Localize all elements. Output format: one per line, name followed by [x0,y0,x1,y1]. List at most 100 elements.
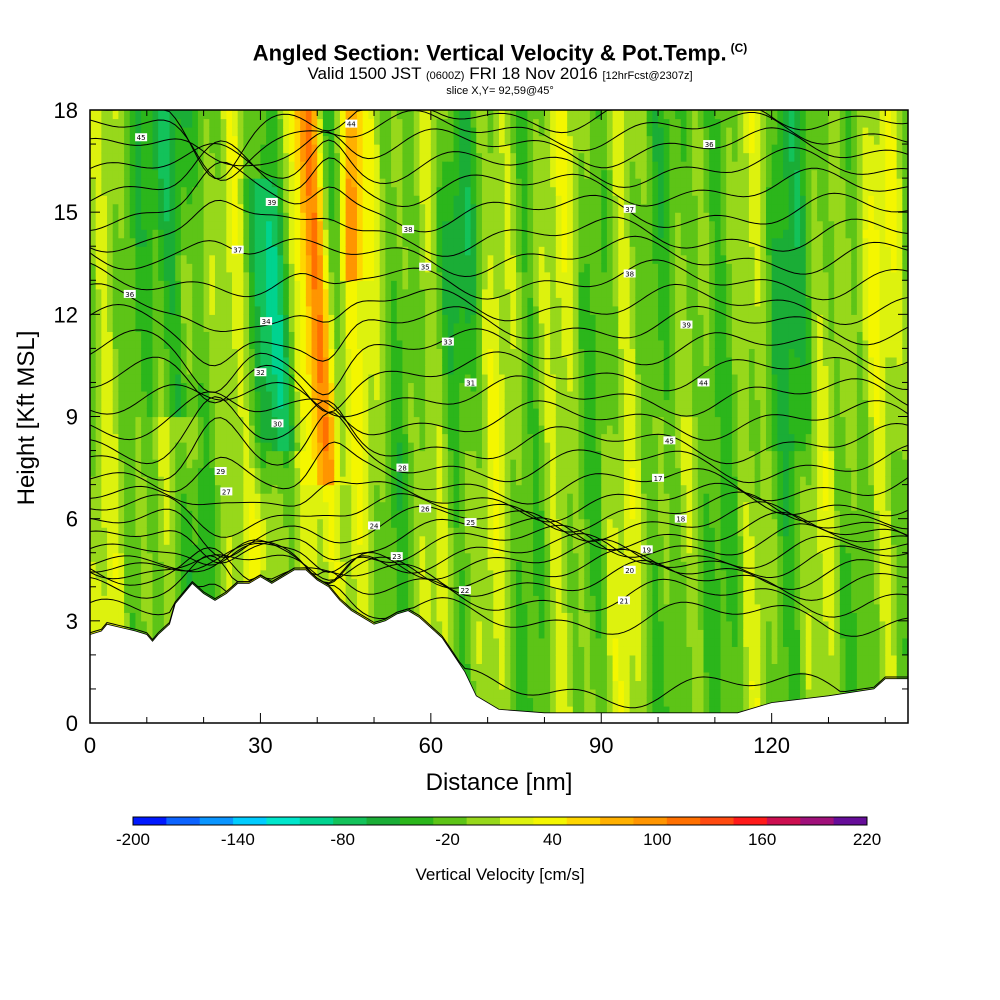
velocity-cell [232,254,239,264]
velocity-cell [254,476,262,486]
velocity-cell [300,212,307,222]
velocity-cell [186,195,193,205]
velocity-cell [95,365,102,375]
velocity-cell [351,314,358,324]
velocity-cell [311,552,318,562]
velocity-cell [436,586,443,596]
velocity-cell [351,246,358,256]
velocity-cell [351,416,358,426]
velocity-cell [152,399,159,409]
velocity-cell [362,263,369,273]
velocity-cell [470,654,477,664]
velocity-cell [237,493,244,503]
velocity-cell [328,510,335,520]
velocity-cell [254,348,262,358]
velocity-cell [356,263,364,273]
velocity-cell [362,433,369,443]
velocity-cell [266,407,273,418]
velocity-cell [180,254,188,264]
velocity-cell [95,612,102,622]
velocity-cell [464,671,472,682]
velocity-cell [396,263,404,273]
velocity-cell [294,220,301,230]
velocity-cell [419,331,426,341]
velocity-cell [118,407,125,418]
velocity-cell [124,527,131,537]
velocity-cell [220,305,227,315]
velocity-cell [317,110,324,120]
velocity-cell [118,527,125,537]
velocity-cell [447,603,455,613]
velocity-cell [283,433,290,443]
velocity-cell [345,229,352,239]
velocity-cell [107,527,114,537]
velocity-cell [464,237,472,247]
velocity-cell [470,280,477,290]
velocity-cell [118,127,125,137]
velocity-cell [277,127,284,137]
velocity-cell [317,314,324,324]
velocity-cell [391,178,398,188]
velocity-cell [351,356,358,367]
velocity-cell [101,467,108,477]
velocity-cell [425,390,432,401]
velocity-cell [232,288,239,298]
velocity-cell [362,271,369,281]
velocity-cell [254,118,262,128]
velocity-cell [163,544,171,554]
velocity-cell [300,297,307,307]
velocity-cell [283,467,290,477]
velocity-cell [419,603,426,613]
velocity-cell [135,450,142,460]
velocity-cell [197,416,205,426]
velocity-cell [283,476,290,486]
velocity-cell [436,407,443,418]
velocity-cell [266,161,273,171]
velocity-cell [374,416,381,426]
velocity-cell [339,510,347,520]
velocity-cell [368,322,375,332]
velocity-cell [254,186,262,196]
velocity-cell [402,578,409,588]
velocity-cell [430,535,438,545]
velocity-cell [413,305,421,315]
velocity-cell [476,527,483,537]
velocity-cell [243,144,250,154]
velocity-cell [90,578,97,588]
velocity-cell [413,561,421,571]
velocity-cell [232,186,239,196]
velocity-cell [209,220,216,230]
velocity-cell [180,186,188,196]
velocity-cell [334,212,341,222]
velocity-cell [186,501,193,511]
velocity-cell [464,365,472,375]
velocity-cell [180,237,188,247]
velocity-cell [277,288,284,298]
velocity-cell [95,544,102,554]
velocity-cell [391,212,398,222]
velocity-cell [95,195,102,205]
velocity-cell [101,237,108,247]
velocity-cell [254,433,262,443]
velocity-cell [374,144,381,154]
velocity-cell [334,373,341,384]
velocity-cell [481,586,489,596]
velocity-cell [232,322,239,332]
velocity-cell [226,544,233,554]
velocity-cell [317,195,324,205]
velocity-cell [408,297,415,307]
velocity-cell [294,382,301,392]
velocity-cell [158,314,165,324]
velocity-cell [277,314,284,324]
velocity-cell [385,203,392,213]
velocity-cell [226,220,233,230]
velocity-cell [277,484,284,494]
velocity-cell [283,552,290,562]
velocity-cell [152,433,159,443]
velocity-cell [152,178,159,188]
velocity-cell [90,144,97,154]
velocity-cell [95,229,102,239]
subtitle-date: FRI 18 Nov 2016 [469,64,598,84]
velocity-cell [476,263,483,273]
velocity-cell [146,169,154,179]
